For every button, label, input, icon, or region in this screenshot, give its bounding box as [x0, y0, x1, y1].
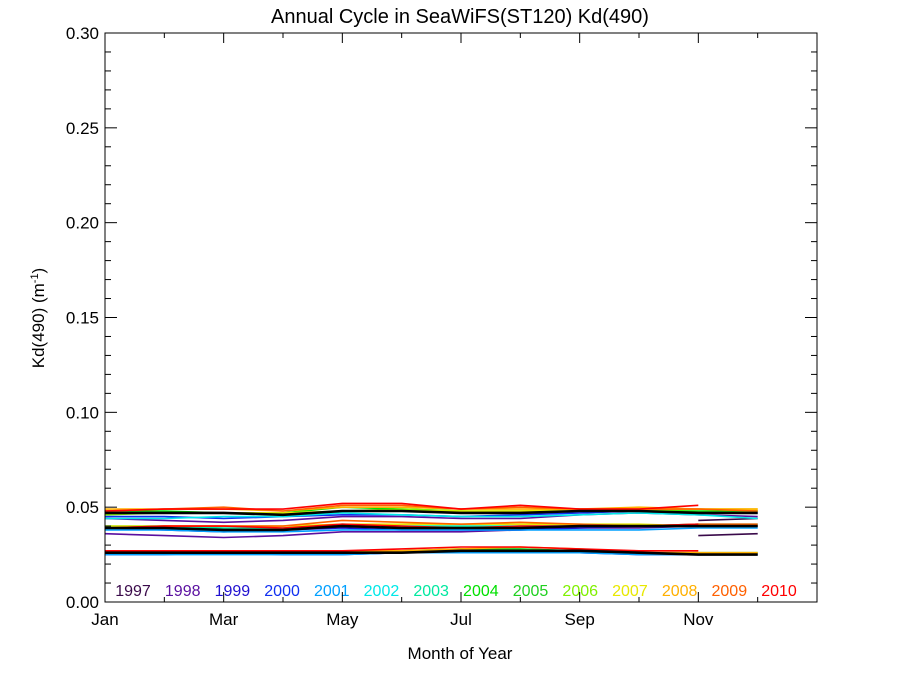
series-line-1997 — [698, 532, 758, 537]
series-line-1997 — [698, 517, 758, 522]
legend: 1997 1998 1999 2000 2001 2002 2003 2004 2005 2006… — [115, 583, 797, 600]
legend-entry: 1999 — [215, 583, 251, 600]
y-tick-label: 0.00 — [66, 593, 99, 612]
legend-entry: 1997 — [115, 583, 151, 600]
y-tick-label: 0.10 — [66, 403, 99, 422]
legend-entry: 2000 — [264, 583, 300, 600]
x-tick-label: Jan — [91, 610, 118, 629]
y-axis-label-close: ) — [29, 268, 48, 274]
x-axis: Jan Mar May Jul Sep Nov — [91, 33, 759, 629]
legend-entry: 2010 — [761, 583, 797, 600]
legend-entry: 2001 — [314, 583, 350, 600]
y-axis-label-main: Kd(490) (m — [29, 283, 48, 368]
series-line-2010 — [105, 546, 699, 552]
y-axis-label-unit-exponent: -1 — [29, 273, 41, 283]
legend-entry: 2009 — [712, 583, 748, 600]
y-tick-label: 0.05 — [66, 498, 99, 517]
legend-entry: 2003 — [413, 583, 449, 600]
series-line-2001 — [105, 527, 758, 533]
y-tick-label: 0.30 — [66, 24, 99, 43]
series-line-2010 — [104, 502, 699, 512]
x-tick-label: Jul — [450, 610, 472, 629]
legend-entry: 2008 — [662, 583, 698, 600]
y-tick-label: 0.20 — [66, 214, 99, 233]
legend-entry: 2007 — [612, 583, 648, 600]
x-tick-label: Sep — [565, 610, 595, 629]
legend-entry: 2006 — [562, 583, 598, 600]
x-tick-label: May — [326, 610, 359, 629]
y-axis-label: Kd(490) (m-1) — [29, 268, 48, 368]
legend-entry: 2005 — [513, 583, 549, 600]
climatology-line — [105, 524, 758, 532]
chart-title: Annual Cycle in SeaWiFS(ST120) Kd(490) — [271, 6, 649, 28]
series-line-1998 — [104, 525, 758, 539]
x-axis-label: Month of Year — [408, 644, 513, 663]
climatology-line — [105, 509, 758, 517]
series-line-2002 — [105, 512, 758, 520]
y-tick-label: 0.15 — [66, 309, 99, 328]
legend-entry: 2004 — [463, 583, 499, 600]
y-axis: 0.00 0.05 0.10 0.15 0.20 0.25 0.30 — [66, 24, 817, 612]
legend-entry: 1998 — [165, 583, 201, 600]
x-tick-label: Nov — [683, 610, 714, 629]
legend-entry: 2002 — [364, 583, 400, 600]
x-tick-label: Mar — [209, 610, 239, 629]
climatology-line — [105, 549, 758, 556]
plot-lines — [104, 502, 758, 556]
y-tick-label: 0.25 — [66, 119, 99, 138]
